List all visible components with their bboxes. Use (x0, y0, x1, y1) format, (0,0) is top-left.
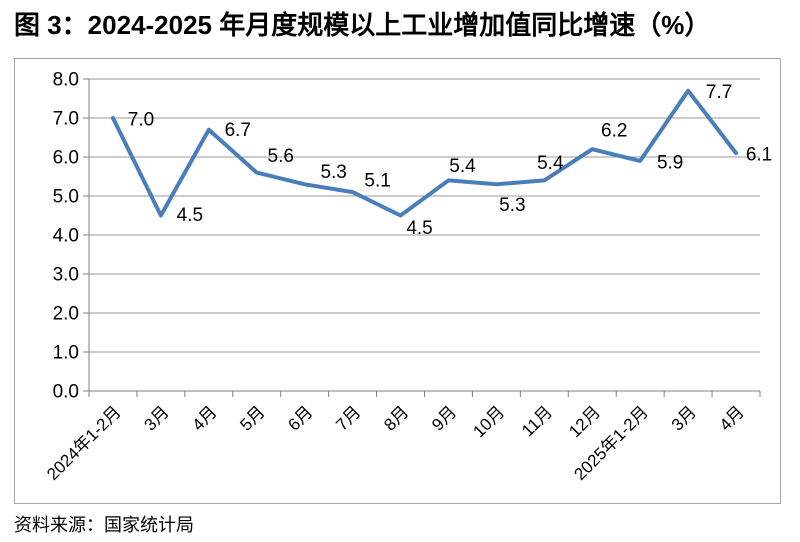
y-tick-label: 0.0 (53, 382, 79, 403)
source-note: 资料来源：国家统计局 (14, 515, 194, 535)
x-tick-label: 7月 (332, 402, 364, 434)
y-tick-label: 4.0 (53, 226, 79, 247)
y-tick-label: 2.0 (53, 304, 79, 325)
x-tick-label: 4月 (716, 402, 748, 434)
data-label: 5.1 (364, 171, 390, 192)
y-tick-label: 1.0 (53, 343, 79, 364)
data-label: 7.0 (128, 110, 154, 131)
data-label: 5.3 (320, 162, 346, 183)
data-label: 4.5 (177, 205, 203, 226)
line-chart: 0.0 1.0 2.0 3.0 4.0 5.0 6.0 7.0 8.0 2024年1-2月 3月 4月… (43, 70, 772, 484)
y-tick-label: 5.0 (53, 187, 79, 208)
x-tick-label: 4月 (188, 402, 220, 434)
x-tick-label: 9月 (428, 402, 460, 434)
x-tick-label: 3月 (668, 402, 700, 434)
data-label: 6.2 (601, 121, 627, 142)
data-label: 5.3 (499, 195, 525, 216)
x-tick-label: 8月 (380, 402, 412, 434)
data-label: 7.7 (706, 82, 732, 103)
data-label: 5.6 (268, 146, 294, 167)
x-tick-label: 6月 (284, 402, 316, 434)
x-tick-label: 2024年1-2月 (43, 402, 125, 484)
y-tick-label: 8.0 (53, 70, 79, 91)
x-tick-label: 3月 (141, 402, 173, 434)
x-tick-label: 12月 (565, 402, 604, 441)
x-tick-label: 11月 (518, 402, 556, 440)
series-line (110, 88, 739, 218)
y-tick-label: 3.0 (53, 265, 79, 286)
data-label: 6.7 (225, 120, 251, 141)
y-tick-label: 7.0 (53, 109, 79, 130)
y-tick-label: 6.0 (53, 148, 79, 169)
page-title: 图 3：2024-2025 年月度规模以上工业增加值同比增速（%） (14, 10, 711, 40)
data-label: 5.9 (657, 152, 683, 173)
data-label: 5.4 (449, 156, 476, 177)
data-label: 4.5 (406, 218, 432, 239)
chart-container: 0.0 1.0 2.0 3.0 4.0 5.0 6.0 7.0 8.0 2024年1-2月 3月 4月… (14, 58, 781, 504)
data-label: 5.4 (537, 153, 564, 174)
x-tick-label: 10月 (469, 402, 508, 441)
data-label: 6.1 (746, 145, 772, 166)
x-tick-label: 5月 (236, 402, 268, 434)
